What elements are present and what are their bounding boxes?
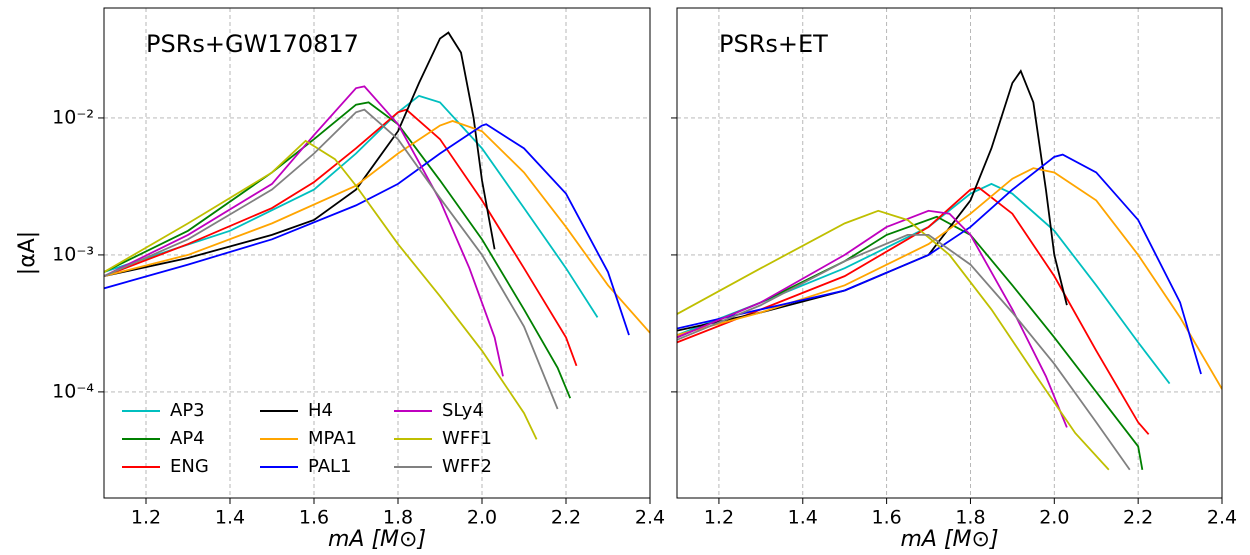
x-tick-label: 2.2 (551, 507, 581, 529)
x-tick-label: 2.4 (635, 507, 665, 529)
series-line (677, 153, 1202, 375)
series-line (104, 31, 496, 278)
axes-frame (103, 7, 651, 499)
series-line (104, 94, 599, 318)
series-line (104, 123, 630, 336)
legend-label: AP3 (170, 400, 205, 421)
x-tick-label: 2.0 (467, 507, 497, 529)
x-tick-label: 1.8 (383, 507, 413, 529)
x-tick-label: 2.4 (1207, 507, 1237, 529)
legend-label: SLy4 (442, 400, 484, 421)
x-axis-label: mA [M⊙] (328, 527, 426, 552)
series-line (677, 167, 1222, 390)
series-line (104, 120, 650, 334)
y-tick-label: 10⁻⁴ (52, 380, 94, 402)
x-tick-label: 1.4 (788, 507, 818, 529)
x-tick-label: 2.2 (1123, 507, 1153, 529)
annotation: PSRs+GW170817 (146, 30, 359, 58)
x-tick-label: 1.2 (131, 507, 161, 529)
legend-label: AP4 (170, 428, 205, 449)
annotation: PSRs+ET (719, 30, 828, 58)
x-tick-label: 1.6 (872, 507, 902, 529)
x-axis-label: mA [M⊙] (900, 527, 998, 552)
series-line (104, 108, 559, 410)
x-tick-label: 1.6 (299, 507, 329, 529)
series-line (677, 209, 1068, 428)
axes-frame (676, 7, 1223, 499)
legend-label: PAL1 (308, 456, 352, 477)
y-tick-label: 10⁻³ (52, 243, 94, 265)
series-line (104, 101, 572, 399)
legend-label: MPA1 (308, 428, 357, 449)
series-line (104, 85, 504, 377)
y-tick-label: 10⁻² (52, 106, 94, 128)
series-line (104, 108, 578, 367)
x-tick-label: 1.8 (955, 507, 985, 529)
legend-label: WFF1 (442, 428, 492, 449)
series-line (677, 182, 1171, 385)
x-tick-label: 2.0 (1039, 507, 1069, 529)
legend-label: WFF2 (442, 456, 492, 477)
x-tick-label: 1.2 (704, 507, 734, 529)
series-line (104, 139, 538, 440)
plot-area (677, 8, 1222, 498)
plot-area (104, 8, 650, 498)
series-line (677, 209, 1110, 471)
y-axis-label: |αA| (15, 231, 40, 275)
legend-label: H4 (308, 400, 333, 421)
series-line (677, 234, 1131, 471)
x-tick-label: 1.4 (215, 507, 245, 529)
legend-label: ENG (170, 456, 209, 477)
series-line (677, 186, 1150, 435)
